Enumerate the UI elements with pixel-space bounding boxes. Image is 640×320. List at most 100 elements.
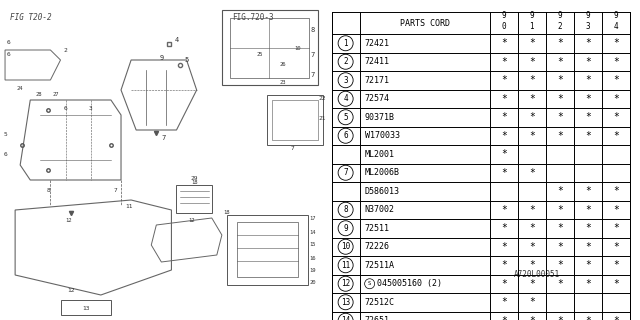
Text: *: * bbox=[585, 242, 591, 252]
Text: 11: 11 bbox=[125, 204, 133, 210]
Text: 2: 2 bbox=[63, 47, 67, 52]
Bar bbox=[237, 222, 298, 277]
Text: *: * bbox=[613, 94, 619, 104]
Text: 8: 8 bbox=[343, 205, 348, 214]
Text: 9
3: 9 3 bbox=[586, 11, 590, 31]
Text: *: * bbox=[529, 297, 535, 307]
Text: 3: 3 bbox=[343, 76, 348, 85]
Text: *: * bbox=[501, 131, 507, 141]
Text: *: * bbox=[557, 242, 563, 252]
Text: 21: 21 bbox=[319, 116, 326, 121]
Text: *: * bbox=[529, 316, 535, 320]
Text: 14: 14 bbox=[341, 316, 350, 320]
Text: *: * bbox=[585, 57, 591, 67]
Text: *: * bbox=[613, 242, 619, 252]
Text: 6: 6 bbox=[6, 39, 10, 44]
Text: *: * bbox=[557, 94, 563, 104]
Text: *: * bbox=[585, 38, 591, 48]
Text: 12: 12 bbox=[65, 218, 72, 222]
Text: 7: 7 bbox=[291, 146, 294, 150]
Text: ML2006B: ML2006B bbox=[365, 168, 399, 177]
Text: 72226: 72226 bbox=[365, 242, 390, 251]
Text: 9
0: 9 0 bbox=[502, 11, 506, 31]
Text: 10: 10 bbox=[341, 242, 350, 251]
Text: *: * bbox=[585, 223, 591, 233]
Text: *: * bbox=[557, 131, 563, 141]
Text: FIG.720-3: FIG.720-3 bbox=[232, 13, 273, 22]
Text: *: * bbox=[529, 131, 535, 141]
Text: *: * bbox=[613, 186, 619, 196]
Text: *: * bbox=[529, 38, 535, 48]
Text: 12: 12 bbox=[188, 218, 195, 222]
Text: N37002: N37002 bbox=[365, 205, 395, 214]
Text: *: * bbox=[529, 205, 535, 215]
Text: 8: 8 bbox=[310, 27, 315, 33]
Text: 6: 6 bbox=[343, 131, 348, 140]
Text: *: * bbox=[501, 112, 507, 122]
Text: *: * bbox=[613, 131, 619, 141]
Text: *: * bbox=[529, 112, 535, 122]
Text: 72511A: 72511A bbox=[365, 261, 395, 270]
Text: *: * bbox=[501, 57, 507, 67]
Text: 28: 28 bbox=[35, 92, 42, 98]
Text: *: * bbox=[501, 260, 507, 270]
Text: *: * bbox=[613, 205, 619, 215]
Text: 4: 4 bbox=[343, 94, 348, 103]
Text: D586013: D586013 bbox=[365, 187, 399, 196]
Text: *: * bbox=[557, 75, 563, 85]
Text: 6: 6 bbox=[6, 52, 10, 58]
Bar bbox=[272, 100, 317, 140]
Text: 15: 15 bbox=[309, 243, 316, 247]
Text: *: * bbox=[557, 112, 563, 122]
Text: *: * bbox=[501, 75, 507, 85]
Text: *: * bbox=[585, 131, 591, 141]
Text: *: * bbox=[529, 168, 535, 178]
Bar bbox=[230, 18, 308, 78]
Text: 20: 20 bbox=[309, 281, 316, 285]
Text: *: * bbox=[613, 316, 619, 320]
Text: 9
4: 9 4 bbox=[614, 11, 618, 31]
Text: 14: 14 bbox=[309, 229, 316, 235]
Text: *: * bbox=[529, 260, 535, 270]
Text: 23: 23 bbox=[279, 81, 285, 85]
Text: A720L00051: A720L00051 bbox=[515, 270, 561, 279]
Text: 9
1: 9 1 bbox=[529, 11, 534, 31]
Text: 19: 19 bbox=[309, 268, 316, 273]
Text: 72411: 72411 bbox=[365, 57, 390, 66]
Text: 24: 24 bbox=[17, 85, 24, 91]
Text: 1: 1 bbox=[343, 39, 348, 48]
Text: 26: 26 bbox=[279, 62, 285, 68]
Text: 9: 9 bbox=[159, 55, 163, 61]
Text: 12: 12 bbox=[341, 279, 350, 288]
Text: 72421: 72421 bbox=[365, 39, 390, 48]
Text: *: * bbox=[501, 94, 507, 104]
Text: 7: 7 bbox=[310, 52, 315, 58]
Text: *: * bbox=[557, 57, 563, 67]
Text: PARTS CORD: PARTS CORD bbox=[400, 19, 450, 28]
Text: *: * bbox=[585, 260, 591, 270]
Text: 72511: 72511 bbox=[365, 224, 390, 233]
Text: 27: 27 bbox=[52, 92, 59, 98]
Text: *: * bbox=[613, 279, 619, 289]
Text: 7: 7 bbox=[114, 188, 118, 193]
Text: *: * bbox=[557, 260, 563, 270]
Text: *: * bbox=[585, 205, 591, 215]
Text: 6: 6 bbox=[63, 106, 67, 110]
Text: *: * bbox=[529, 57, 535, 67]
Text: *: * bbox=[557, 205, 563, 215]
Text: FIG T20-2: FIG T20-2 bbox=[10, 13, 52, 22]
Text: 18: 18 bbox=[223, 211, 230, 215]
Text: *: * bbox=[501, 279, 507, 289]
Text: 29: 29 bbox=[191, 175, 198, 180]
Text: 8: 8 bbox=[47, 188, 51, 193]
Text: 3: 3 bbox=[89, 106, 93, 110]
Text: *: * bbox=[585, 279, 591, 289]
Bar bbox=[61, 300, 111, 315]
Text: *: * bbox=[585, 94, 591, 104]
Text: 9: 9 bbox=[343, 224, 348, 233]
Text: 7: 7 bbox=[343, 168, 348, 177]
Text: *: * bbox=[529, 242, 535, 252]
Text: *: * bbox=[501, 168, 507, 178]
Text: 6: 6 bbox=[3, 153, 7, 157]
Text: *: * bbox=[529, 75, 535, 85]
